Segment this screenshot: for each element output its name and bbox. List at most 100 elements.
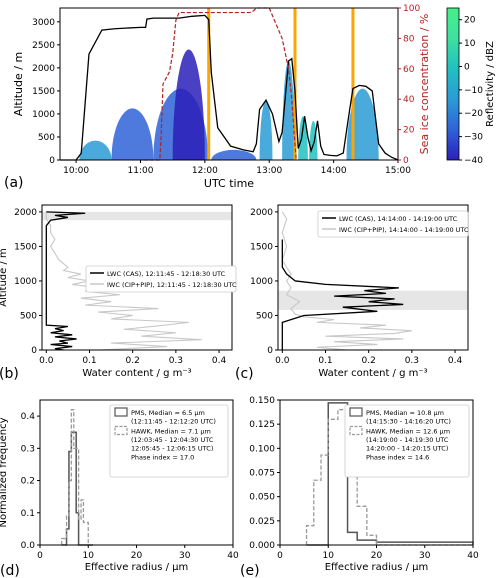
panel-a-ylabel: Altitude / m	[12, 52, 25, 116]
radar-cloud	[298, 116, 308, 160]
panel-d-ytick-label: 0.1	[21, 509, 35, 519]
panel-d-ytick-label: 0.0	[21, 541, 36, 551]
colorbar-tick-label: 0	[464, 62, 470, 72]
panel-d-legend-box	[109, 404, 229, 478]
panel-b-xtick-label: 0.0	[39, 356, 54, 366]
panel-e-ytick-label: 0.125	[249, 420, 275, 430]
panel-a-xtick-label: 10:00	[63, 166, 89, 176]
colorbar-tick-label: 10	[464, 39, 476, 49]
panel-e-legend: PMS, Median = 10.8 μm(14:15:30 - 14:16:2…	[344, 404, 470, 478]
panel-c-frame	[277, 204, 469, 351]
panel-e-ytick-label: 0.000	[249, 541, 275, 551]
panel-e-ytick-label: 0.100	[249, 444, 275, 454]
panel-a-xtick-label: 12:00	[192, 166, 218, 176]
colorbar-tick-label: −30	[464, 133, 483, 143]
panel-e-xtick-label: 40	[467, 551, 479, 561]
panel-c: 0.0 0.1 0.2 0.3 0.4 0 500 1000 1500 2000 Water con…	[235, 204, 469, 382]
panel-e-legend-swatch	[349, 407, 363, 417]
panel-d-legend-label: 12:05:45 - 12:06:15 UTC)	[131, 445, 213, 453]
panel-b: 0.0 0.1 0.2 0.3 0.4 0 500 1000 1500 2000 Water con…	[0, 204, 237, 382]
panel-c-legend-box	[317, 210, 469, 238]
panel-d-legend-swatch	[114, 425, 128, 436]
panel-b-ytick-label: 1000	[14, 277, 37, 287]
panel-d-legend: PMS, Median = 6.5 μm(12:11:45 - 12:12:20…	[109, 404, 229, 478]
panel-c-xtick-label: 0.3	[405, 356, 419, 366]
altitude-line	[60, 14, 399, 161]
panel-e-ytick-label: 0.075	[249, 469, 275, 479]
panel-d-xtick-label: 10	[83, 551, 95, 561]
panel-d-xtick-label: 20	[131, 551, 143, 561]
panel-b-legend-label: IWC (CIP+PIP), 12:11:45 - 12:18:30 UTC	[107, 281, 237, 289]
radar-cloud	[172, 49, 205, 160]
panel-e-xlabel: Effective radius / μm	[325, 562, 429, 573]
panel-d: 0 10 20 30 40 0.0 0.1 0.2 0.3 0.4 Effective radius…	[0, 399, 239, 578]
sea-ice-line	[143, 7, 297, 161]
panel-e-legend-label: 14:20:00 - 14:20:15 UTC)	[366, 445, 448, 453]
panel-e: 0 10 20 30 40 0.000 0.025 0.050 0.075 0.100 0.125 0…	[240, 396, 479, 578]
panel-b-xtick-label: 0.4	[212, 356, 227, 366]
panel-e-xtick-label: 10	[323, 551, 335, 561]
panel-e-ytick-label: 0.150	[249, 396, 275, 406]
panel-b-legend-label: LWC (CAS), 12:11:45 - 12:18:30 UTC	[107, 270, 226, 278]
panel-a-y2tick-label: 0	[403, 156, 409, 166]
panel-c-xtick-label: 0.2	[362, 356, 376, 366]
panel-b-profile-line	[45, 211, 202, 351]
panel-a-xtick-label: 15:00	[385, 166, 411, 176]
panel-e-legend-label: HAWK, Median = 12.6 μm	[366, 428, 450, 436]
panel-e-legend-label: PMS, Median = 10.8 μm	[366, 409, 444, 417]
panel-e-xtick-label: 30	[419, 551, 431, 561]
panel-e-ytick-label: 0.025	[249, 517, 275, 527]
panel-d-xlabel: Effective radius / μm	[85, 562, 189, 573]
panel-a-ytick-label: 2000	[32, 64, 55, 74]
panel-e-label: (e)	[240, 563, 260, 578]
panel-b-xtick-label: 0.2	[126, 356, 140, 366]
panel-a-y2tick-label: 100	[403, 4, 420, 14]
panel-b-xtick-label: 0.3	[169, 356, 183, 366]
panel-b-xtick-label: 0.1	[82, 356, 96, 366]
radar-cloud	[211, 149, 257, 160]
panel-c-band	[278, 290, 468, 310]
panel-a-ytick-label: 3000	[32, 18, 55, 28]
panel-b-xlabel: Water content / g m⁻³	[82, 368, 191, 379]
panel-a-xtick-label: 14:00	[321, 166, 347, 176]
panel-a-y2label: Sea ice concentration / %	[418, 14, 431, 155]
panel-d-legend-label: HAWK, Median = 7.1 μm	[131, 428, 211, 436]
panel-a-xtick-label: 13:00	[256, 166, 282, 176]
panel-b-ylabel: Altitude / m	[0, 248, 9, 307]
panel-c-xtick-label: 0.4	[448, 356, 463, 366]
panel-d-legend-label: (12:03:45 - 12:04:30 UTC	[131, 436, 214, 444]
panel-a-ytick-label: 1500	[32, 87, 55, 97]
panel-a-y2tick-label: 80	[403, 34, 415, 44]
panel-e-legend-box	[344, 404, 470, 478]
panel-c-ytick-label: 0	[267, 346, 273, 356]
panel-c-legend: LWC (CAS), 14:14:00 - 14:19:00 UTC IWC (C…	[317, 210, 469, 238]
panel-a-xlabel: UTC time	[204, 177, 254, 190]
panel-c-xtick-label: 0.1	[318, 356, 332, 366]
panel-b-legend: LWC (CAS), 12:11:45 - 12:18:30 UTC IWC (C…	[85, 265, 237, 293]
radar-cloud	[346, 88, 379, 160]
panel-d-legend-label: (12:11:45 - 12:12:20 UTC)	[131, 418, 216, 426]
colorbar-tick-label: −40	[464, 156, 483, 166]
panel-e-legend-label: (14:19:00 - 14:19:30 UTC	[366, 436, 449, 444]
panel-d-phase-index: Phase index = 17.0	[131, 454, 194, 462]
panel-a-y2tick-label: 20	[403, 126, 415, 136]
panel-e-xtick-label: 20	[371, 551, 383, 561]
panel-c-label: (c)	[235, 366, 254, 382]
panel-c-ytick-label: 500	[256, 311, 273, 321]
panel-b-legend-box	[85, 265, 237, 293]
panel-d-xtick-label: 0	[37, 551, 43, 561]
colorbar-tick-label: 20	[464, 16, 476, 26]
panel-c-legend-label: LWC (CAS), 14:14:00 - 14:19:00 UTC	[339, 215, 458, 223]
panel-c-xtick-label: 0.0	[275, 356, 290, 366]
panel-d-xtick-label: 40	[227, 551, 239, 561]
panel-a-frame	[59, 7, 399, 161]
panel-b-ytick-label: 1500	[14, 242, 37, 252]
panel-a-ytick-label: 0	[49, 156, 55, 166]
panel-c-xlabel: Water content / g m⁻³	[318, 368, 427, 379]
panel-d-ylabel: Normalized frequency	[0, 417, 9, 527]
colorbar	[446, 7, 460, 161]
panel-a-ytick-label: 1000	[32, 110, 55, 120]
colorbar-tick-label: −20	[464, 109, 483, 119]
panel-d-ytick-label: 0.4	[21, 412, 36, 422]
